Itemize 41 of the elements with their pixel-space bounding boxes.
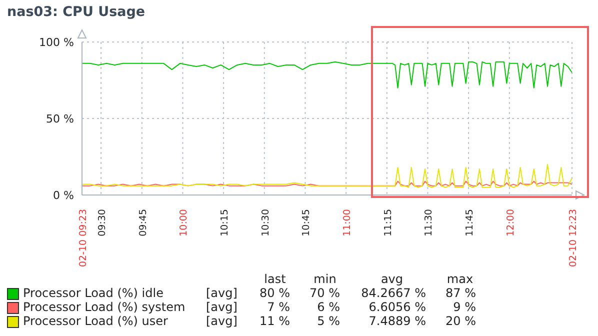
text: [avg] [206, 300, 238, 314]
y-tick-label: 0 % [53, 188, 74, 202]
x-tick-label: 09:30 [97, 209, 108, 236]
x-tick-label: 10:45 [301, 209, 312, 236]
text: 7 % [267, 300, 290, 314]
text: 5 % [317, 314, 340, 328]
chart-title: nas03: CPU Usage [7, 4, 146, 20]
text: min [312, 272, 338, 286]
text: 6.6056 % [368, 300, 426, 314]
text: [avg] [206, 286, 238, 300]
text: 87 % [446, 286, 476, 300]
x-tick-label: 02-10 09:23 [78, 209, 89, 268]
x-tick-label: 11:30 [424, 209, 435, 236]
x-tick-label: 11:15 [382, 209, 394, 236]
text: 84.2667 % [361, 286, 426, 300]
line-series [82, 61, 572, 88]
text: 7.4889 % [368, 314, 426, 328]
x-tick-label: 11:00 [342, 209, 354, 236]
x-tick-label: 12:00 [505, 209, 516, 236]
y-tick-label: 50 % [46, 112, 74, 126]
legend-label: Processor Load (%) system [23, 300, 186, 314]
x-tick-label: 10:00 [178, 209, 190, 236]
text: 70 % [310, 286, 340, 300]
x-tick-label: 09:45 [138, 209, 149, 236]
text: 20 % [446, 314, 476, 328]
text: max [446, 272, 474, 286]
x-tick-label: 10:30 [260, 209, 272, 236]
line-series [82, 164, 572, 188]
x-tick-label: 10:15 [220, 209, 231, 236]
text: [avg] [206, 314, 238, 328]
legend-label: Processor Load (%) idle [23, 286, 164, 300]
text: avg [380, 272, 404, 286]
text: 6 % [317, 300, 340, 314]
text: last [263, 272, 287, 286]
text: 9 % [453, 300, 476, 314]
text: 80 % [260, 286, 290, 300]
legend-label: Processor Load (%) user [23, 314, 168, 328]
x-tick-label: 11:45 [464, 209, 476, 236]
text: 11 % [260, 314, 290, 328]
y-tick-label: 100 % [39, 36, 74, 49]
x-tick-label: 02-10 12:23 [568, 209, 579, 268]
